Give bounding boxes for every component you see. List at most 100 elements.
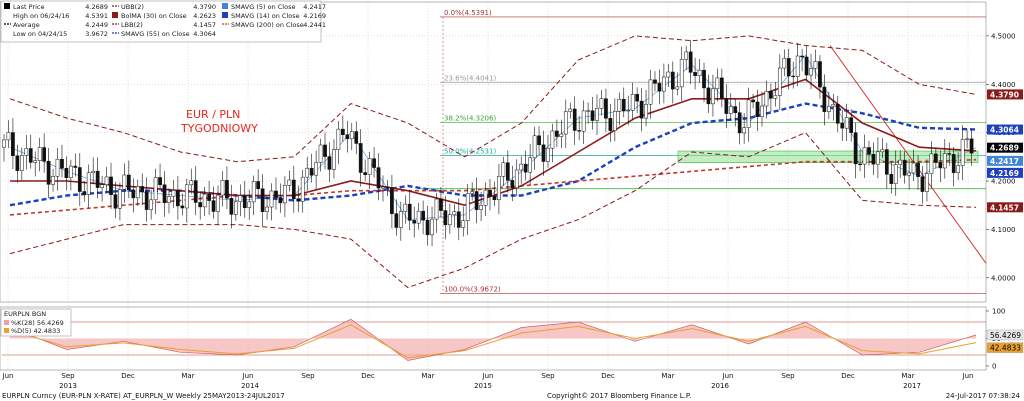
legend-value: 4.2169 xyxy=(303,12,326,20)
legend-swatch xyxy=(112,12,118,18)
price-tag-text: 4.3790 xyxy=(990,90,1019,99)
price-tag xyxy=(987,155,1023,166)
month-label: Mar xyxy=(421,372,434,380)
candle-body xyxy=(742,127,746,134)
right-axis-tags: 4.3790 4.3064 4.2689 4.2417 4.2169 4.1457 56.4… xyxy=(986,89,1024,353)
legend-swatch xyxy=(222,12,228,18)
series-last-price xyxy=(9,54,977,221)
osc-tick-label: 0 xyxy=(992,363,996,371)
candle-body xyxy=(162,184,167,203)
month-label: Jun xyxy=(2,372,14,380)
candle-body xyxy=(827,105,831,112)
candle-body xyxy=(835,104,840,124)
candle-body xyxy=(876,151,880,165)
candle-body xyxy=(595,108,599,121)
legend-value: 4.2441 xyxy=(303,21,326,29)
candle-body xyxy=(461,220,466,228)
candle-body xyxy=(278,197,283,204)
month-label: Dec xyxy=(841,372,855,380)
candle-body xyxy=(167,196,171,203)
price-tick-label: 4.5000 xyxy=(991,32,1016,40)
candle-body xyxy=(309,167,314,176)
month-label: Sep xyxy=(61,372,75,380)
legend-swatch xyxy=(4,3,10,9)
candle-body xyxy=(505,162,510,181)
legend-label: LBB(2) xyxy=(121,21,143,29)
candle-body xyxy=(358,143,363,173)
candle-body xyxy=(644,103,648,119)
candle-body xyxy=(247,201,252,208)
candle-body xyxy=(938,162,943,169)
candle-body xyxy=(568,108,573,112)
legend-label: SMAVG (14) on Close xyxy=(231,12,300,20)
candle-body xyxy=(336,128,341,150)
candle-body xyxy=(448,214,452,226)
candle-body xyxy=(211,200,216,212)
osc-k-area xyxy=(10,319,976,361)
month-label: Jun xyxy=(962,372,974,380)
candle-body xyxy=(64,168,69,178)
candle-body xyxy=(37,147,42,161)
candle-body xyxy=(791,75,796,78)
month-label: Mar xyxy=(901,372,914,380)
candle-body xyxy=(28,148,33,163)
candle-body xyxy=(662,76,666,92)
candle-body xyxy=(711,88,715,105)
downtrend-line xyxy=(829,45,987,264)
candle-body xyxy=(555,130,559,137)
candle-body xyxy=(465,193,470,221)
candle-body xyxy=(216,194,220,212)
candle-body xyxy=(862,147,867,165)
candle-body xyxy=(720,77,724,99)
candle-body xyxy=(19,155,24,171)
candle-body xyxy=(586,110,590,112)
month-label: Dec xyxy=(361,372,375,380)
candle-body xyxy=(332,149,336,170)
year-label: 2016 xyxy=(711,382,729,390)
candle-body xyxy=(702,69,706,89)
candle-body xyxy=(86,172,91,195)
price-tag xyxy=(987,142,1023,153)
candle-body xyxy=(911,162,916,174)
candle-body xyxy=(684,51,689,60)
candle-body xyxy=(430,218,434,236)
candle-body xyxy=(929,153,934,175)
candle-body xyxy=(746,99,751,128)
candle-body xyxy=(327,156,332,170)
candle-body xyxy=(193,180,198,203)
candle-body xyxy=(269,190,274,208)
candle-body xyxy=(581,110,586,132)
candle-body xyxy=(251,181,256,203)
candle-body xyxy=(840,123,845,129)
fibonacci-label: 23.6%(4.4041) xyxy=(444,74,496,82)
candle-body xyxy=(283,185,287,204)
candle-body xyxy=(523,163,528,173)
candle-body xyxy=(612,111,617,131)
series-smavg-200-on-close xyxy=(9,158,977,216)
candle-body xyxy=(207,193,211,201)
candle-body xyxy=(572,108,577,131)
candle-body xyxy=(724,98,729,114)
candle-body xyxy=(666,71,671,78)
candle-body xyxy=(60,158,64,169)
candle-body xyxy=(394,213,399,228)
candle-body xyxy=(960,139,965,166)
candle-body xyxy=(184,184,189,209)
candle-body xyxy=(456,211,461,228)
candle-body xyxy=(630,94,635,111)
candle-body xyxy=(777,67,782,96)
legend-label: SMAVG (200) on Close xyxy=(231,21,304,29)
month-label: Sep xyxy=(781,372,795,380)
candle-body xyxy=(497,176,501,201)
candle-body xyxy=(617,98,622,112)
price-tick-label: 4.1000 xyxy=(991,226,1016,234)
month-label: Jun xyxy=(482,372,494,380)
candle-body xyxy=(818,61,822,88)
candle-body xyxy=(902,159,907,176)
legend-label: UBB(2) xyxy=(121,3,144,11)
candle-body xyxy=(934,153,938,163)
candle-body xyxy=(421,210,425,221)
month-label: Mar xyxy=(661,372,674,380)
candle-body xyxy=(158,177,162,186)
month-label: Dec xyxy=(121,372,135,380)
